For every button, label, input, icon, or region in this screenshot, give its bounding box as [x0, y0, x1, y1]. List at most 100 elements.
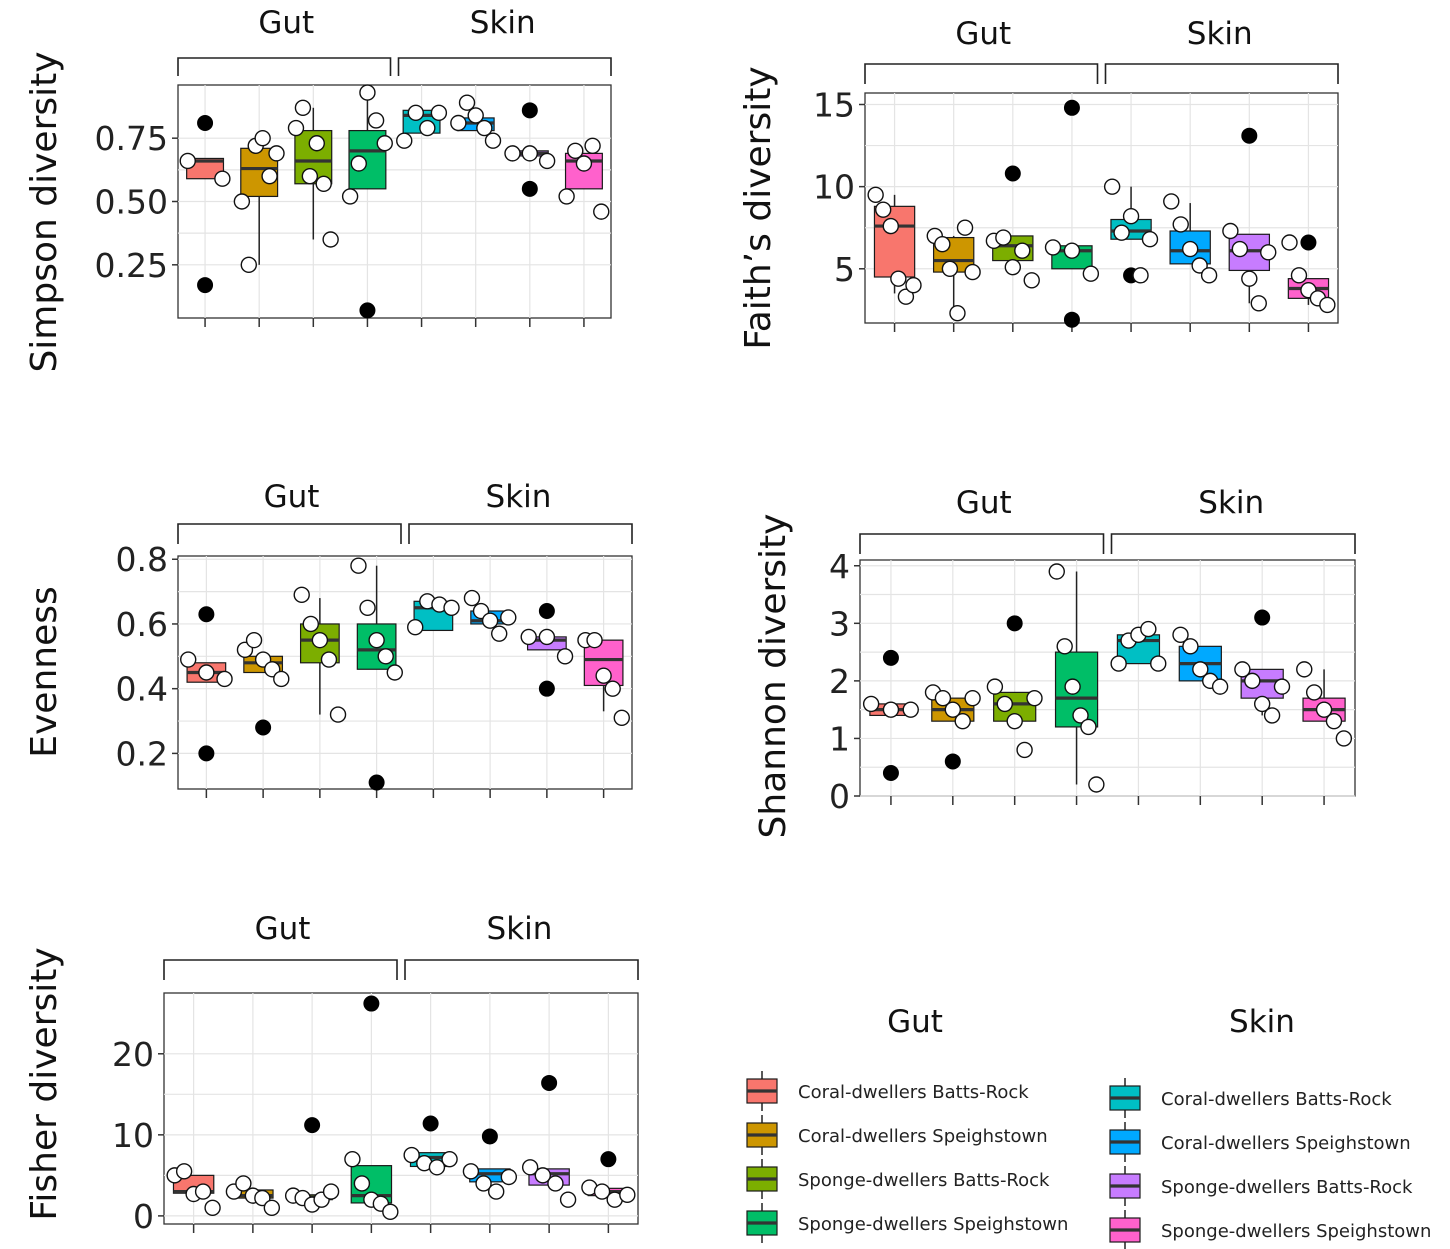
data-point: [1241, 270, 1258, 287]
legend-item-7: Sponge-dwellers Batts-Rock: [1109, 1166, 1413, 1206]
y-tick-label: 0.8: [116, 540, 168, 579]
data-point: [329, 706, 347, 723]
data-point: [463, 589, 481, 607]
data-point: [986, 678, 1004, 695]
data-point: [1305, 684, 1323, 701]
box-4: [1048, 563, 1105, 793]
outlier-point: [422, 1115, 439, 1132]
data-point: [235, 1175, 252, 1192]
box-2: [926, 219, 981, 322]
data-point: [1122, 208, 1140, 225]
data-point: [467, 107, 484, 124]
data-point: [320, 651, 338, 668]
box-8: [1281, 234, 1336, 314]
y-tick-label: 10: [813, 168, 855, 207]
outlier-point: [1254, 609, 1271, 626]
legend-label: Sponge-dwellers Batts-Rock: [798, 1170, 1050, 1191]
data-point: [1253, 695, 1271, 713]
group-label-gut: Gut: [955, 16, 1011, 52]
box-5: [396, 104, 448, 149]
y-tick-label: 0.75: [95, 119, 168, 158]
legend-item-1: Coral-dwellers Batts-Rock: [746, 1071, 1029, 1111]
data-point: [1234, 661, 1251, 678]
group-label-skin: Skin: [486, 479, 552, 515]
data-point: [301, 167, 319, 185]
box-3: [287, 99, 339, 248]
data-point: [862, 695, 880, 713]
data-point: [954, 712, 971, 730]
chart-panel-2: 5 10 15 Gut Skin Faith’s diversity: [738, 16, 1339, 350]
data-point: [407, 104, 424, 122]
outlier-point: [1004, 165, 1021, 182]
y-tick-label: 1: [829, 719, 850, 758]
data-point: [995, 229, 1012, 246]
box-4: [344, 995, 399, 1221]
y-axis-label: Simpson diversity: [24, 51, 65, 372]
data-point: [1048, 563, 1065, 580]
data-point: [556, 648, 574, 665]
data-point: [1172, 216, 1189, 233]
chart-panel-1: 0.25 0.50 0.75 Gut Skin Simpson diversity: [24, 5, 612, 373]
legend-item-5: Coral-dwellers Batts-Rock: [1109, 1078, 1392, 1118]
data-point: [194, 1183, 212, 1200]
box-8: [581, 1151, 636, 1208]
data-point: [216, 670, 233, 688]
data-point: [377, 648, 394, 665]
legend-title-skin: Skin: [1229, 1004, 1295, 1040]
data-point: [1056, 638, 1073, 655]
data-point: [302, 615, 319, 633]
data-point: [941, 260, 959, 277]
outlier-point: [1063, 99, 1080, 116]
data-point: [268, 145, 285, 162]
y-tick-label: 0.25: [95, 246, 168, 285]
data-point: [1250, 295, 1267, 312]
box-5: [407, 593, 460, 636]
box-6: [1172, 626, 1229, 695]
group-bracket-skin: [397, 57, 612, 76]
data-point: [1325, 712, 1343, 730]
data-point: [1072, 707, 1089, 724]
legend-label: Coral-dwellers Speighstown: [798, 1126, 1048, 1147]
data-point: [403, 1146, 420, 1164]
data-point: [1132, 267, 1149, 284]
box-4: [341, 84, 393, 319]
data-point: [350, 155, 367, 172]
data-point: [261, 167, 278, 185]
data-point: [353, 1175, 371, 1192]
outlier-point: [1241, 127, 1258, 144]
data-point: [559, 1191, 577, 1208]
group-bracket-gut: [163, 959, 398, 980]
box-6: [462, 1128, 518, 1200]
y-axis-label: Shannon diversity: [753, 514, 794, 839]
data-point: [1044, 239, 1062, 256]
data-point: [350, 557, 367, 574]
group-bracket-gut: [864, 63, 1099, 84]
data-point: [204, 1199, 221, 1216]
data-point: [882, 701, 900, 718]
box-6: [463, 589, 517, 642]
data-point: [604, 680, 621, 697]
data-point: [964, 689, 981, 707]
group-label-skin: Skin: [1198, 485, 1264, 521]
y-tick-label: 20: [112, 1035, 154, 1074]
legend: Gut Skin Coral-dwellers Batts-Rock Coral-…: [746, 1004, 1431, 1249]
y-tick-label: 2: [829, 662, 850, 701]
outlier-point: [197, 114, 214, 131]
outlier-point: [368, 774, 385, 791]
legend-item-4: Sponge-dwellers Speighstown: [746, 1203, 1068, 1243]
chart-panel-3: 0.2 0.4 0.6 0.8 Gut Skin Evenness: [24, 479, 633, 798]
outlier-point: [521, 180, 538, 197]
outlier-point: [359, 302, 376, 319]
box-3: [986, 615, 1043, 759]
data-point: [254, 129, 271, 147]
plot-area: [864, 92, 1339, 324]
group-bracket-skin: [1104, 63, 1339, 84]
data-point: [245, 631, 263, 649]
data-point: [905, 277, 922, 294]
chart-panel-4: 0 1 2 3 4 Gut Skin Shannon diversity: [753, 485, 1356, 839]
data-point: [1296, 661, 1313, 678]
data-point: [273, 670, 290, 688]
box-7: [504, 102, 556, 197]
data-point: [1113, 224, 1130, 241]
outlier-point: [1300, 234, 1317, 251]
